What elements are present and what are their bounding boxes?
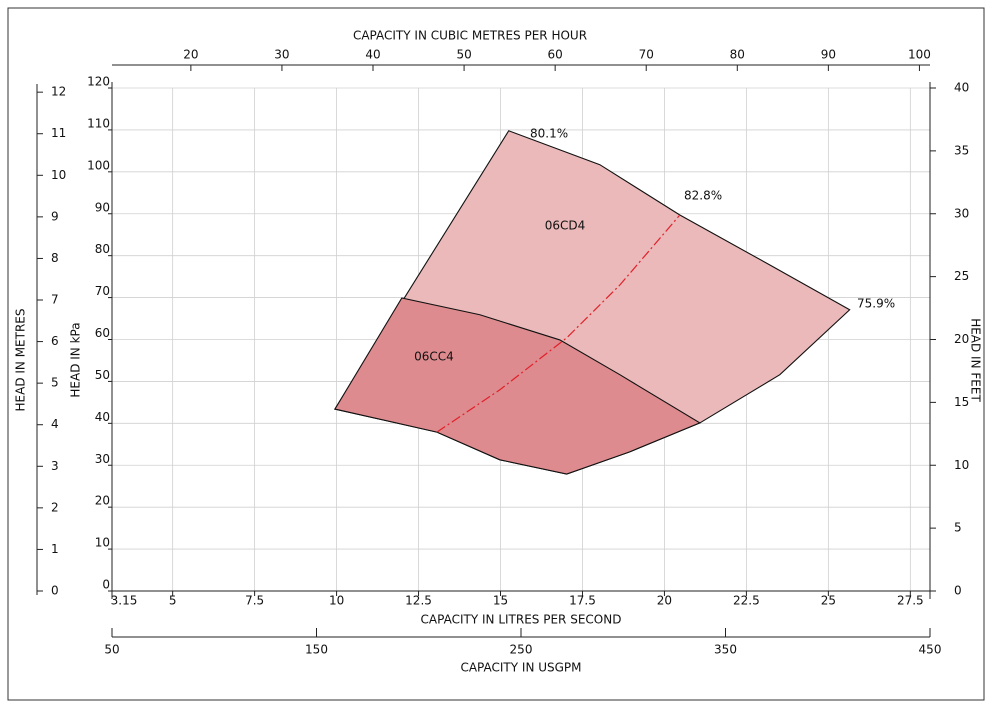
x-tick-label: 27.5 bbox=[897, 594, 924, 608]
y-tick-label: 20 bbox=[95, 494, 110, 508]
x-tick-label: 20 bbox=[657, 594, 672, 608]
y-ft-title: HEAD IN FEET bbox=[969, 318, 983, 402]
y-tick-label: 120 bbox=[87, 75, 110, 89]
y-m-tick-label: 11 bbox=[51, 126, 66, 140]
x-top-tick-label: 90 bbox=[821, 48, 836, 62]
y-m-tick-label: 5 bbox=[51, 376, 59, 390]
y-tick-label: 80 bbox=[95, 242, 110, 256]
y-ft-tick-label: 35 bbox=[954, 143, 969, 157]
y-tick-label: 50 bbox=[95, 368, 110, 382]
efficiency-label: 75.9% bbox=[857, 297, 895, 311]
y-ft-tick-label: 0 bbox=[954, 584, 962, 598]
usgpm-title: CAPACITY IN USGPM bbox=[460, 661, 581, 675]
y-m-tick-label: 12 bbox=[51, 85, 66, 99]
plot: 06CD4 06CC4 80.1% 82.8% 75.9% bbox=[334, 127, 895, 475]
x-tick-label: 7.5 bbox=[245, 594, 264, 608]
x-tick-label: 5 bbox=[169, 594, 177, 608]
frame bbox=[7, 7, 985, 701]
x-tick-label: 22.5 bbox=[733, 594, 760, 608]
x-axis-title: CAPACITY IN LITRES PER SECOND bbox=[421, 613, 622, 627]
y-m-tick-label: 3 bbox=[51, 459, 59, 473]
x-tick-label: 10 bbox=[329, 594, 344, 608]
y-m-tick-label: 4 bbox=[51, 417, 59, 431]
y-ft-tick-label: 25 bbox=[954, 269, 969, 283]
y-m-tick-label: 0 bbox=[51, 584, 59, 598]
y-m-tick-label: 10 bbox=[51, 168, 66, 182]
axes: 3.15 5 7.5 10 12.5 15 17.5 20 22.5 25 27.5CAPACITY… bbox=[14, 29, 983, 675]
y-ft-tick-label: 5 bbox=[954, 521, 962, 535]
efficiency-label: 80.1% bbox=[530, 127, 568, 141]
usgpm-tick-label: 150 bbox=[305, 643, 328, 657]
y-tick-label: 60 bbox=[95, 326, 110, 340]
y-m-tick-label: 2 bbox=[51, 500, 59, 514]
y-ft-tick-label: 30 bbox=[954, 206, 969, 220]
grid bbox=[112, 87, 930, 591]
x-top-tick-label: 40 bbox=[365, 48, 380, 62]
y-m-tick-label: 9 bbox=[51, 209, 59, 223]
y-m-tick-label: 6 bbox=[51, 334, 59, 348]
usgpm-tick-label: 250 bbox=[510, 643, 533, 657]
usgpm-tick-label: 50 bbox=[104, 643, 119, 657]
x-tick-label: 25 bbox=[821, 594, 836, 608]
x-top-tick-label: 60 bbox=[548, 48, 563, 62]
y-ft-tick-label: 15 bbox=[954, 395, 969, 409]
region bbox=[334, 297, 702, 475]
x-tick-label: 12.5 bbox=[405, 594, 432, 608]
x-top-tick-label: 80 bbox=[730, 48, 745, 62]
x-top-tick-label: 50 bbox=[456, 48, 471, 62]
region-label: 06CD4 bbox=[545, 219, 586, 233]
x-top-title: CAPACITY IN CUBIC METRES PER HOUR bbox=[353, 29, 587, 43]
y-m-tick-label: 8 bbox=[51, 251, 59, 265]
x-top-tick-label: 70 bbox=[639, 48, 654, 62]
x-top-tick-label: 20 bbox=[183, 48, 198, 62]
region-label: 06CC4 bbox=[414, 350, 454, 364]
y-tick-label: 0 bbox=[102, 578, 110, 592]
x-tick-label: 15 bbox=[493, 594, 508, 608]
y-ft-tick-label: 10 bbox=[954, 458, 969, 472]
y-m-tick-label: 7 bbox=[51, 293, 59, 307]
usgpm-tick-label: 450 bbox=[919, 643, 942, 657]
efficiency-line bbox=[436, 214, 681, 433]
y-ft-tick-label: 20 bbox=[954, 332, 969, 346]
efficiency-label: 82.8% bbox=[684, 189, 722, 203]
y-tick-label: 70 bbox=[95, 284, 110, 298]
x-top-tick-label: 30 bbox=[274, 48, 289, 62]
y-tick-label: 30 bbox=[95, 452, 110, 466]
x-tick-label: 3.15 bbox=[111, 594, 138, 608]
x-tick-label: 17.5 bbox=[569, 594, 596, 608]
y-tick-label: 110 bbox=[87, 116, 110, 130]
y-tick-label: 100 bbox=[87, 158, 110, 172]
y-m-title: HEAD IN METRES bbox=[14, 308, 28, 411]
y-tick-label: 90 bbox=[95, 200, 110, 214]
x-top-tick-label: 100 bbox=[908, 48, 931, 62]
y-axis-title: HEAD IN kPa bbox=[69, 322, 83, 397]
usgpm-tick-label: 350 bbox=[714, 643, 737, 657]
y-ft-tick-label: 40 bbox=[954, 81, 969, 95]
y-m-tick-label: 1 bbox=[51, 542, 59, 556]
y-tick-label: 40 bbox=[95, 410, 110, 424]
y-tick-label: 10 bbox=[95, 536, 110, 550]
